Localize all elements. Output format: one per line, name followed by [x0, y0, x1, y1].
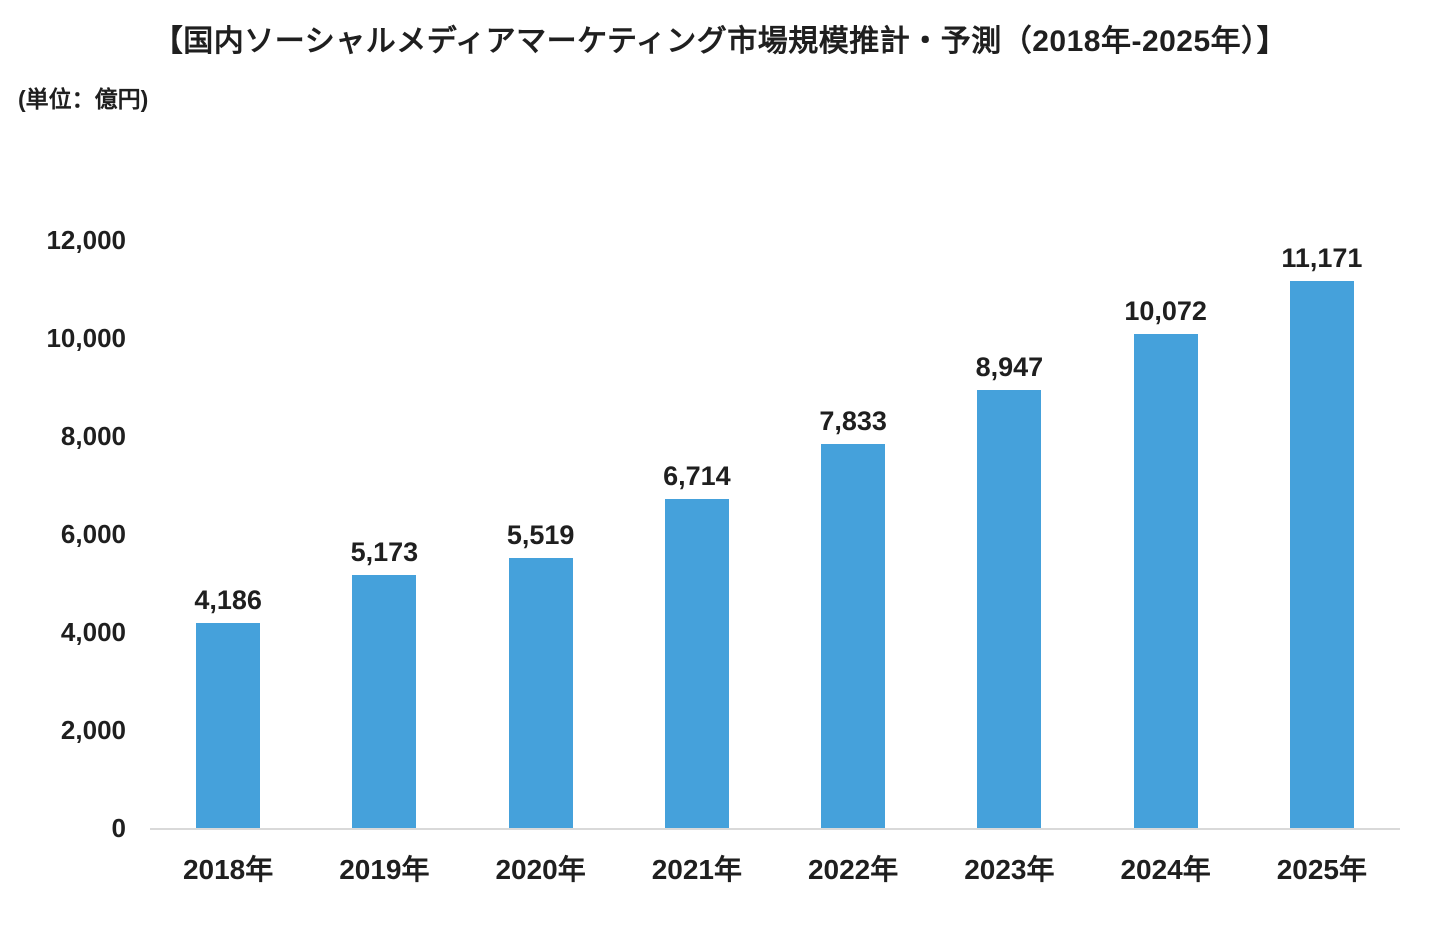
y-tick-label: 10,000: [46, 323, 126, 353]
bar-column: 4,186: [150, 584, 306, 828]
x-tick-label: 2021年: [651, 854, 743, 885]
y-tick-label: 6,000: [60, 519, 126, 549]
x-tick-label: 2025年: [1276, 854, 1368, 885]
bar-column: 7,833: [775, 408, 931, 828]
bar-column: 5,519: [463, 519, 619, 828]
bar-column: 11,171: [1244, 242, 1400, 828]
y-tick-label: 8,000: [60, 421, 126, 451]
unit-note: (単位：億円): [18, 86, 149, 112]
bar: [196, 622, 261, 828]
bar-value-label: 6,714: [663, 461, 731, 492]
y-tick-label: 2,000: [60, 715, 126, 745]
y-axis: 0 2,000 4,000 6,000 8,000 10,000 12,000: [0, 227, 130, 841]
bar-value-label: 5,519: [506, 519, 575, 550]
bar-value-label: 7,833: [819, 406, 887, 437]
bar: [352, 574, 417, 828]
bar-value-label: 4,186: [194, 584, 262, 615]
x-tick-label: 2023年: [964, 854, 1055, 885]
x-tick-label: 2024年: [1120, 854, 1211, 885]
bar-column: 8,947: [931, 351, 1087, 828]
bar: [977, 389, 1042, 828]
y-tick-label: 12,000: [46, 225, 126, 255]
bar: [1289, 280, 1354, 828]
y-tick-label: 0: [111, 813, 126, 843]
x-axis-labels: 2018年 2019年 2020年 2021年 2022年 2023年 2024年 2025年: [150, 848, 1400, 888]
bar-column: 5,173: [306, 536, 462, 828]
x-tick-label: 2022年: [807, 854, 899, 885]
bar: [821, 444, 886, 828]
chart-title: 【国内ソーシャルメディアマーケティング市場規模推計・予測（2018年-2025年…: [152, 25, 1288, 58]
bar: [664, 499, 729, 828]
bar-value-label: 11,171: [1281, 242, 1363, 273]
x-tick-label: 2019年: [339, 854, 430, 885]
bar-value-label: 10,072: [1124, 296, 1207, 327]
bar: [1133, 334, 1198, 828]
y-tick-label: 4,000: [60, 617, 126, 647]
x-tick-label: 2020年: [495, 854, 586, 885]
bar-column: 10,072: [1088, 298, 1244, 828]
bar-value-label: 8,947: [975, 351, 1044, 382]
x-tick-label: 2018年: [182, 854, 274, 885]
plot-area: 4,186 5,173 5,519 6,714 7,833 8,947 10,072 11,1…: [150, 240, 1400, 830]
bar-value-label: 5,173: [350, 536, 419, 567]
bars-container: 4,186 5,173 5,519 6,714 7,833 8,947 10,072 11,1…: [150, 240, 1400, 828]
bar: [508, 557, 573, 828]
bar-column: 6,714: [619, 463, 775, 828]
